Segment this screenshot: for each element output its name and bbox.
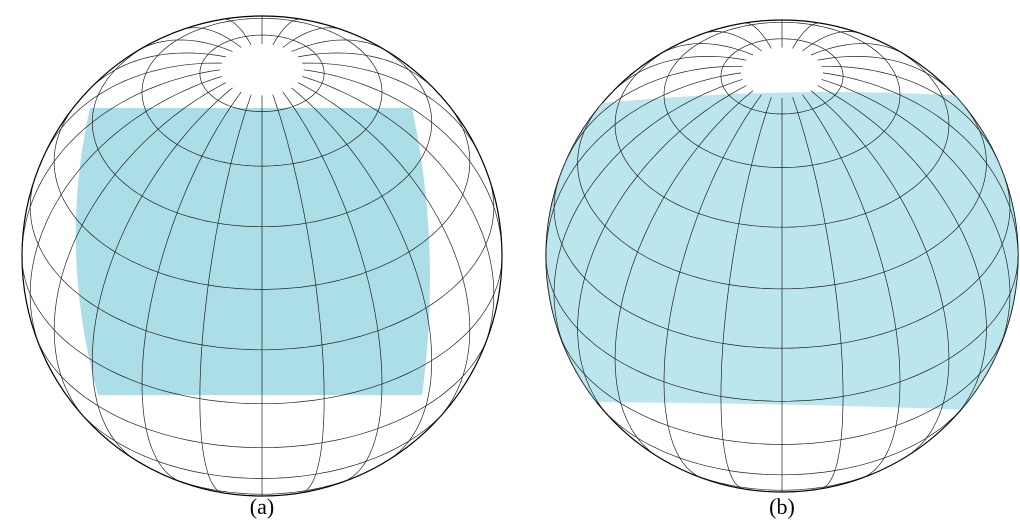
graticule-line: [546, 72, 742, 257]
graticule-line: [663, 94, 762, 478]
panel-label: (a): [250, 494, 274, 519]
graticule-line: [792, 22, 820, 49]
graticule-line: [22, 258, 502, 405]
graticule-line: [181, 27, 242, 48]
graticule-line: [614, 45, 950, 228]
graticule-line: [141, 17, 383, 167]
graticule-line: [298, 52, 435, 90]
graticule-line: [577, 85, 747, 417]
graticule-line: [720, 38, 844, 115]
graticule-line: [661, 43, 754, 56]
graticule-line: [802, 94, 901, 478]
graticule-line: [89, 52, 226, 90]
graticule-line: [29, 76, 222, 351]
graticule-line: [76, 408, 448, 479]
graticule-line: [282, 27, 343, 48]
graticule-line: [821, 79, 1011, 350]
graticule: [22, 16, 502, 496]
graticule-line: [91, 40, 433, 228]
graticule-line: [553, 178, 1011, 349]
globe-a: [21, 15, 503, 497]
graticule-line: [560, 337, 1004, 445]
graticule-line: [297, 82, 471, 420]
graticule: [546, 20, 1018, 492]
graticule-line: [22, 69, 221, 257]
graticule-line: [53, 107, 471, 290]
graticule-line: [199, 34, 325, 112]
graticule-line: [282, 91, 383, 482]
graticule-line: [614, 90, 754, 458]
graticule-line: [817, 56, 952, 93]
graticule-line: [702, 31, 762, 52]
graticule-line: [291, 39, 385, 52]
graticule-line: [159, 472, 365, 495]
graticule-line: [744, 22, 772, 49]
panel-label: (b): [769, 494, 795, 519]
graticule-line: [810, 90, 950, 458]
graticule-line: [53, 82, 227, 420]
graticule-line: [35, 336, 489, 449]
graticule-line: [141, 91, 242, 482]
domain-region: [75, 108, 431, 395]
graticule-line: [139, 39, 233, 52]
graticule-line: [663, 21, 901, 168]
graticule-line: [802, 31, 862, 52]
graticule-line: [601, 407, 963, 476]
graticule-line: [29, 179, 495, 351]
domain-region: [546, 92, 1018, 412]
graticule-line: [817, 85, 987, 417]
graticule-line: [291, 87, 433, 461]
graticule-line: [553, 79, 743, 350]
graticule-line: [223, 18, 252, 46]
graticule-line: [810, 43, 903, 56]
graticule-line: [577, 107, 987, 290]
graticule-line: [302, 76, 495, 351]
graticule-line: [612, 56, 747, 93]
graticule-line: [272, 18, 301, 46]
graticule-line: [546, 255, 1018, 402]
globe-b: [545, 19, 1019, 493]
graticule-line: [679, 468, 885, 491]
graticule-line: [91, 87, 233, 461]
